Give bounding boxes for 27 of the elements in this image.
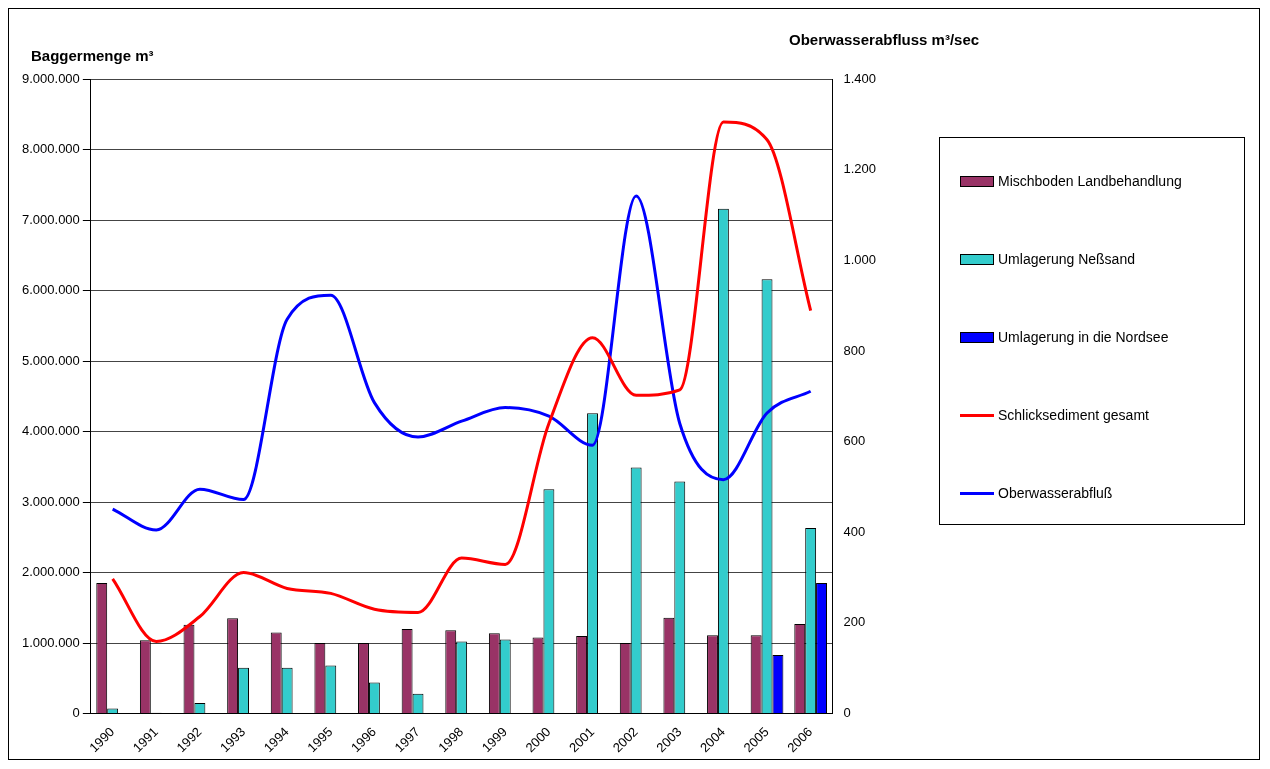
y2-tick-label: 1.400 — [843, 70, 877, 86]
y-tick-label: 5.000.000 — [21, 352, 80, 368]
y-tick-label: 1.000.000 — [21, 634, 80, 650]
y-tick-label: 4.000.000 — [21, 423, 80, 439]
legend-label: Mischboden Landbehandlung — [998, 173, 1182, 189]
legend-label: Umlagerung in die Nordsee — [998, 329, 1169, 345]
y-tick-label: 8.000.000 — [21, 141, 80, 157]
y-axis-title: Baggermenge m³ — [31, 47, 154, 64]
y-tick-label: 7.000.000 — [21, 211, 80, 227]
y-tick-label: 9.000.000 — [21, 70, 80, 86]
legend-label: Umlagerung Neßsand — [998, 251, 1135, 267]
y2-tick-label: 800 — [843, 342, 866, 358]
legend-label: Oberwasserabfluß — [998, 485, 1113, 501]
y2-tick-label: 1.200 — [843, 161, 877, 177]
y2-axis-title: Oberwasserabfluss m³/sec — [789, 31, 981, 48]
y-tick-label: 6.000.000 — [21, 282, 80, 298]
y2-tick-label: 1.000 — [843, 251, 877, 267]
y2-tick-label: 400 — [843, 523, 866, 539]
y2-tick-label: 600 — [843, 433, 866, 449]
y-tick-label: 2.000.000 — [21, 564, 80, 580]
y2-tick-label: 0 — [843, 705, 851, 721]
line-series — [111, 194, 813, 532]
y-tick-label: 3.000.000 — [21, 493, 80, 509]
y-tick-label: 0 — [72, 705, 80, 721]
y2-tick-label: 200 — [843, 614, 866, 630]
line-series — [111, 120, 813, 643]
legend-label: Schlicksediment gesamt — [998, 407, 1149, 423]
